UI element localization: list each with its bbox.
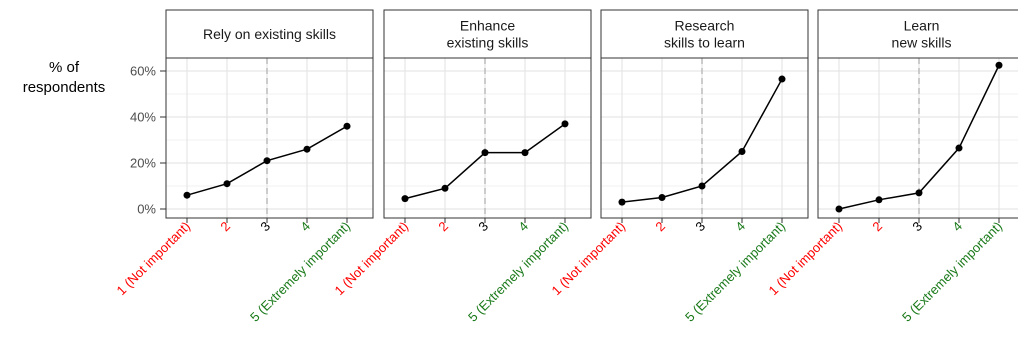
- data-point: [561, 120, 569, 128]
- panel-border: [383, 57, 592, 219]
- x-tick-label: 3: [909, 219, 925, 235]
- panel-border: [165, 57, 374, 219]
- data-point: [835, 205, 843, 213]
- data-point: [441, 184, 449, 192]
- data-point: [955, 144, 963, 152]
- data-point: [875, 196, 883, 204]
- x-tick-label: 2: [217, 219, 233, 235]
- panel-title: Learn: [904, 18, 940, 34]
- panel-title: Enhance: [460, 18, 515, 34]
- panel-title: Rely on existing skills: [203, 26, 336, 42]
- x-tick-label: 4: [949, 219, 965, 235]
- panel-strip: [383, 9, 592, 59]
- panel-border: [817, 57, 1018, 219]
- panel-title: existing skills: [447, 35, 529, 51]
- data-point: [183, 191, 191, 199]
- x-tick-label: 4: [732, 219, 748, 235]
- data-point: [658, 194, 666, 201]
- x-tick-label: 1 (Not important): [114, 219, 194, 299]
- data-point: [343, 122, 351, 130]
- x-tick-label: 4: [515, 219, 531, 235]
- x-tick-label: 3: [692, 219, 708, 235]
- data-point: [778, 75, 786, 83]
- x-tick-label: 5 (Extremely important): [465, 219, 571, 325]
- data-point: [263, 157, 271, 165]
- x-tick-label: 2: [652, 219, 668, 235]
- x-tick-label: 5 (Extremely important): [247, 219, 353, 325]
- data-point: [401, 195, 409, 203]
- data-point: [521, 149, 529, 157]
- x-tick-label: 2: [435, 219, 451, 235]
- data-point: [915, 189, 923, 197]
- y-tick-label: 40%: [130, 110, 156, 125]
- y-tick-label: 0%: [137, 202, 156, 217]
- x-tick-label: 5 (Extremely important): [899, 219, 1005, 325]
- chart-panels: 0% 20% 40% 60% Rely on existing skills 1 (Not…: [114, 9, 1018, 325]
- y-axis-label: % of respondents: [23, 59, 106, 96]
- x-tick-label: 5 (Extremely important): [682, 219, 788, 325]
- data-point: [738, 148, 746, 155]
- x-tick-label: 3: [475, 219, 491, 235]
- panel-strip: [165, 9, 374, 59]
- data-point: [618, 198, 626, 206]
- x-tick-label: 2: [869, 219, 885, 235]
- x-tick-label: 3: [257, 219, 273, 235]
- y-tick-label: 20%: [130, 156, 156, 171]
- data-point: [481, 149, 489, 157]
- y-axis-label-line: respondents: [23, 79, 106, 96]
- panel-border: [600, 57, 809, 219]
- data-point: [698, 182, 706, 190]
- data-point: [223, 180, 231, 188]
- panel-title: new skills: [892, 35, 952, 51]
- panel-title: Research: [675, 18, 735, 34]
- panel-strip: [600, 9, 809, 59]
- data-point: [303, 145, 311, 153]
- x-tick-label: 4: [297, 219, 313, 235]
- y-tick-label: 60%: [130, 64, 156, 79]
- y-axis-label-line: % of: [49, 59, 80, 76]
- panel-title: skills to learn: [664, 35, 745, 51]
- data-point: [995, 61, 1003, 69]
